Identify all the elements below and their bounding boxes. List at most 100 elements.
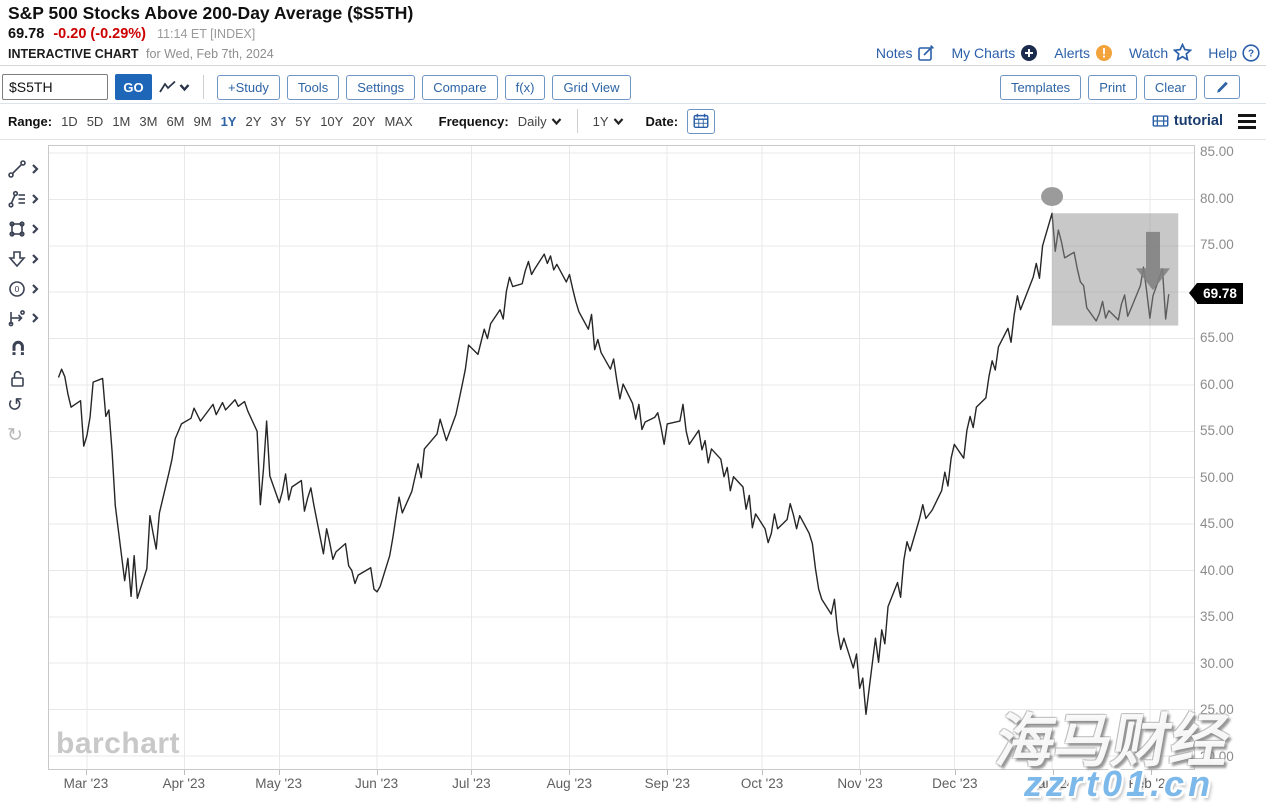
last-price-badge: 69.78 <box>1189 283 1243 305</box>
link-label: My Charts <box>951 44 1016 61</box>
draw-annotation-button[interactable] <box>1204 75 1240 99</box>
tools-button[interactable]: Tools <box>286 74 340 100</box>
measure-tool[interactable] <box>7 306 49 330</box>
range-9m[interactable]: 9M <box>193 113 212 129</box>
range-5d[interactable]: 5D <box>86 113 104 129</box>
-study-button[interactable]: +Study <box>217 74 280 100</box>
add-circle-icon <box>1020 44 1038 62</box>
controls-separator <box>576 109 578 133</box>
f-x--button[interactable]: f(x) <box>504 74 546 100</box>
watermark-url: zzrt01.cn <box>1024 763 1215 804</box>
unlock-tool[interactable] <box>7 366 49 390</box>
x-axis-label: Jan '24 <box>1031 776 1075 791</box>
chevron-down-icon <box>613 118 623 126</box>
x-axis-tick <box>569 770 571 775</box>
page-title: S&P 500 Stocks Above 200-Day Average ($S… <box>8 3 414 23</box>
hamburger-menu-icon[interactable] <box>1236 112 1258 131</box>
magnet-icon <box>12 340 24 355</box>
trendline-tool[interactable] <box>7 157 49 181</box>
header-links: Notes My Charts Alerts Watch Help? <box>876 43 1260 62</box>
y-axis-label: 55.00 <box>1200 423 1234 439</box>
settings-button[interactable]: Settings <box>346 74 416 100</box>
film-icon <box>1152 115 1169 127</box>
x-axis-tick <box>85 770 87 775</box>
frequency-value: Daily <box>517 113 547 129</box>
chevron-down-icon <box>551 118 561 126</box>
calendar-icon <box>693 113 709 129</box>
date-picker-button[interactable] <box>687 108 716 134</box>
undo-tool[interactable]: ↺ <box>7 394 49 418</box>
undo-icon: ↺ <box>7 395 23 416</box>
shapes-tool[interactable] <box>7 217 49 241</box>
compare-button[interactable]: Compare <box>422 74 498 100</box>
chart-date: for Wed, Feb 7th, 2024 <box>146 47 274 61</box>
x-axis-tick <box>278 770 280 775</box>
barchart-logo: barchart <box>56 727 181 760</box>
magnet-tool[interactable] <box>7 336 49 360</box>
chart-controls: Range: 1D 5D 1M 3M 6M 9M 1Y 2Y 3Y 5Y 10Y 20Y MAX Fre… <box>8 108 716 134</box>
link-my-charts[interactable]: My Charts <box>951 44 1038 62</box>
grid-view-button[interactable]: Grid View <box>552 74 631 100</box>
frequency-dropdown[interactable]: Daily <box>518 114 562 129</box>
toolbar-divider <box>0 103 1266 104</box>
link-alerts[interactable]: Alerts <box>1054 44 1113 62</box>
range-6m[interactable]: 6M <box>166 113 185 129</box>
chevron-down-icon <box>179 84 190 92</box>
link-notes[interactable]: Notes <box>876 44 936 62</box>
circle-marker-tool[interactable]: 0 <box>7 277 49 301</box>
range-1m[interactable]: 1M <box>112 113 131 129</box>
y-axis-label: 20.00 <box>1200 749 1234 764</box>
chevron-right-icon <box>32 284 39 294</box>
unlock-icon <box>11 370 24 387</box>
y-axis-label: 80.00 <box>1200 190 1234 206</box>
range-3m[interactable]: 3M <box>139 113 158 129</box>
x-axis-tick <box>471 770 473 775</box>
x-axis-label: Aug '23 <box>546 776 593 791</box>
chart-plot-area[interactable] <box>48 145 1195 770</box>
symbol-input[interactable] <box>2 74 108 100</box>
price-change: -0.20 (-0.29%) <box>53 26 147 42</box>
x-axis-label: Apr '23 <box>162 776 206 791</box>
annotation-lines-icon <box>8 190 25 208</box>
alert-badge-icon <box>1095 44 1113 62</box>
range-1y[interactable]: 1Y <box>220 113 237 129</box>
redo-tool[interactable]: ↻ <box>7 424 49 448</box>
range-5y[interactable]: 5Y <box>295 113 312 129</box>
range-1d[interactable]: 1D <box>61 113 78 129</box>
badge-pointer <box>1189 283 1197 304</box>
clear-button[interactable]: Clear <box>1143 74 1197 100</box>
range-10y[interactable]: 10Y <box>320 113 344 129</box>
quote-row: 69.78 -0.20 (-0.29%) 11:14 ET [INDEX] <box>8 26 255 42</box>
x-axis-label: Oct '23 <box>740 776 784 791</box>
toolbar-separator <box>203 75 204 99</box>
toolbar-buttons-left: +Study Tools Settings Compare f(x) Grid View <box>217 74 631 100</box>
annotation-lines-tool[interactable] <box>7 187 49 211</box>
templates-button[interactable]: Templates <box>999 74 1082 100</box>
range-20y[interactable]: 20Y <box>352 113 376 129</box>
arrow-marker-tool[interactable] <box>7 247 49 271</box>
redo-icon: ↻ <box>7 425 23 446</box>
tutorial-link[interactable]: tutorial <box>1151 112 1223 130</box>
badge-value: 69.78 <box>1203 286 1237 302</box>
link-watch[interactable]: Watch <box>1129 43 1193 62</box>
zoom-dropdown[interactable]: 1Y <box>593 114 624 129</box>
shapes-icon <box>9 221 25 237</box>
range-3y[interactable]: 3Y <box>270 113 287 129</box>
link-help[interactable]: Help? <box>1208 43 1260 62</box>
print-button[interactable]: Print <box>1088 74 1137 100</box>
circle-marker-icon: 0 <box>9 281 25 297</box>
range-max[interactable]: MAX <box>384 113 413 129</box>
chart-type-dropdown[interactable] <box>159 80 190 94</box>
range-2y[interactable]: 2Y <box>245 113 262 129</box>
y-axis-label: 60.00 <box>1200 376 1234 392</box>
y-axis-label: 75.00 <box>1200 237 1234 253</box>
page-subtitle: INTERACTIVE CHART for Wed, Feb 7th, 2024 <box>8 47 274 61</box>
watch-star-icon <box>1173 43 1193 62</box>
y-axis-label: 30.00 <box>1200 655 1234 671</box>
draw-pencil-icon <box>1217 81 1228 93</box>
notes-edit-icon <box>917 44 935 62</box>
go-button[interactable]: GO <box>115 74 152 100</box>
controls-divider <box>0 139 1266 140</box>
link-label: Watch <box>1129 44 1169 61</box>
